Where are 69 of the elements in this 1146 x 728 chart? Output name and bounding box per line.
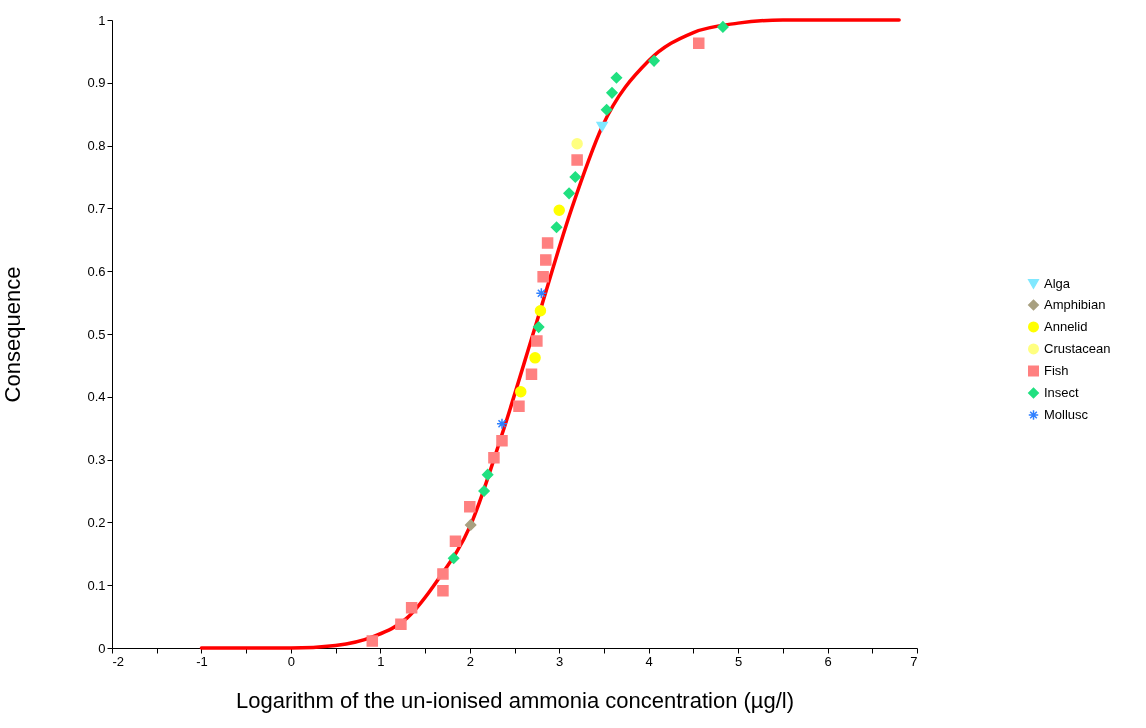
point	[550, 221, 563, 233]
point	[481, 468, 494, 481]
x-tick-label: 7	[910, 653, 918, 669]
y-tick-label: 0.1	[87, 577, 106, 593]
point	[540, 254, 552, 266]
x-tick-label: 0	[287, 653, 296, 669]
point	[405, 602, 418, 614]
point	[437, 568, 449, 580]
legend-label: Insect	[1044, 384, 1080, 400]
y-tick-label: 0.7	[87, 200, 106, 216]
point	[571, 154, 583, 166]
y-tick-label: 0.6	[87, 263, 106, 279]
point	[366, 635, 379, 647]
y-tick-label: 0.9	[87, 75, 106, 91]
point	[464, 500, 476, 513]
point	[693, 37, 705, 49]
point	[529, 352, 541, 364]
x-tick-label: 5	[734, 653, 743, 669]
point	[596, 121, 608, 132]
point	[449, 535, 462, 547]
legend-label: Mollusc	[1044, 406, 1089, 422]
y-tick-label: 0.3	[87, 452, 106, 468]
point	[515, 386, 527, 398]
point	[571, 137, 583, 150]
x-axis-title: Logarithm of the un-ionised ammonia concentration (µg/l)	[235, 687, 795, 713]
point	[496, 435, 508, 447]
point	[535, 287, 548, 299]
y-tick-label: 0.2	[87, 514, 106, 530]
point	[569, 171, 582, 183]
x-tick-label: -2	[112, 653, 125, 669]
point	[488, 451, 500, 464]
y-tick-label: 0	[98, 640, 106, 656]
y-axis-title: Consequence	[0, 266, 26, 403]
legend-label: Fish	[1044, 362, 1069, 378]
y-tick-label: 1	[98, 12, 106, 28]
point	[541, 237, 554, 249]
y-tick-label: 0.4	[87, 389, 106, 405]
point	[478, 485, 490, 497]
point	[464, 519, 477, 531]
y-tick-label: 0.5	[87, 326, 106, 342]
point	[447, 552, 460, 564]
legend-label: Crustacean	[1044, 340, 1111, 356]
point	[534, 305, 547, 317]
x-tick-label: 4	[645, 653, 653, 669]
y-tick-label: 0.8	[87, 138, 106, 154]
line-series	[199, 18, 901, 650]
point	[717, 21, 729, 33]
point	[537, 271, 549, 283]
point	[563, 187, 575, 200]
point	[610, 72, 623, 84]
point	[532, 321, 545, 333]
x-tick-label: 6	[824, 653, 832, 669]
x-tick-label: -1	[196, 653, 208, 669]
point	[513, 400, 525, 412]
point	[437, 585, 449, 597]
point	[496, 418, 508, 430]
point	[395, 618, 407, 630]
point	[525, 368, 538, 380]
point	[606, 87, 618, 99]
point	[531, 335, 543, 347]
point	[648, 55, 660, 67]
x-tick-label: 2	[466, 653, 474, 669]
point	[553, 204, 565, 217]
x-tick-label: 3	[556, 653, 564, 669]
point	[600, 104, 613, 116]
legend-label: Alga	[1044, 275, 1071, 291]
legend-label: Amphibian	[1044, 296, 1106, 312]
legend-label: Annelid	[1044, 318, 1088, 334]
x-tick-label: 1	[377, 653, 385, 669]
